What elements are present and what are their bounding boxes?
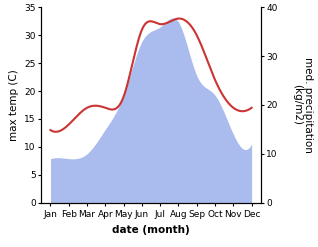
X-axis label: date (month): date (month) xyxy=(112,225,190,235)
Y-axis label: max temp (C): max temp (C) xyxy=(9,69,19,141)
Y-axis label: med. precipitation
(kg/m2): med. precipitation (kg/m2) xyxy=(292,57,313,153)
